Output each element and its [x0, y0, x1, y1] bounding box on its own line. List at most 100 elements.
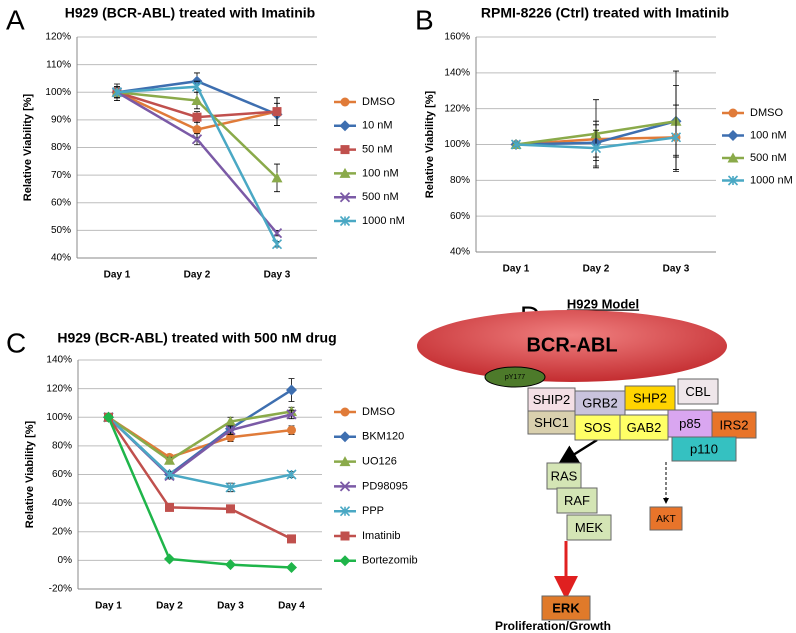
- x-tick-label: Day 2: [583, 264, 610, 275]
- node-box: [541, 595, 591, 621]
- x-tick-label: Day 2: [184, 270, 211, 281]
- node-box: [649, 506, 683, 531]
- node-box: [566, 514, 612, 541]
- legend-label: PPP: [362, 505, 384, 517]
- x-tick-label: Day 4: [278, 601, 305, 612]
- y-axis-label: Relative Viability [%]: [22, 93, 34, 201]
- marker: [226, 432, 235, 442]
- legend-label: 500 nM: [362, 191, 399, 203]
- marker: [164, 469, 175, 480]
- legend-label: 100 nM: [362, 167, 399, 179]
- node-label: SHC1: [534, 415, 569, 430]
- y-tick-label: 160%: [444, 32, 470, 43]
- y-tick-label: 60%: [52, 469, 72, 480]
- y-tick-label: 40%: [51, 253, 71, 264]
- node-box: [677, 378, 719, 405]
- marker: [192, 112, 202, 122]
- y-tick-label: 80%: [52, 441, 72, 452]
- y-tick-label: 80%: [51, 142, 71, 153]
- marker: [287, 425, 296, 435]
- legend-label: BKM120: [362, 431, 404, 443]
- marker: [590, 143, 602, 154]
- x-tick-label: Day 2: [156, 601, 183, 612]
- node-label: IRS2: [720, 417, 749, 432]
- y-tick-label: 0%: [58, 555, 73, 566]
- node-label: ERK: [552, 600, 580, 615]
- x-tick-label: Day 1: [95, 601, 122, 612]
- series-line: [107, 416, 292, 569]
- marker: [225, 416, 236, 427]
- x-tick-label: Day 1: [503, 264, 530, 275]
- legend-marker: [339, 215, 351, 227]
- node-label: AKT: [656, 514, 675, 525]
- legend-label: DMSO: [362, 406, 395, 418]
- diagram: D H929 Model Proliferation/Growth BCR-AB…: [417, 296, 757, 633]
- legend-marker: [339, 555, 351, 567]
- legend-marker: [339, 506, 351, 517]
- series-line: [107, 416, 293, 541]
- legend-marker: [340, 145, 350, 155]
- marker: [225, 559, 236, 571]
- node-shape: [417, 310, 727, 382]
- marker: [225, 424, 236, 436]
- legend-marker: [339, 431, 351, 443]
- node-box: [619, 414, 669, 441]
- node-label: p110: [690, 441, 718, 456]
- y-tick-label: 120%: [45, 32, 71, 43]
- legend-label: DMSO: [362, 96, 395, 108]
- chart-title: RPMI-8226 (Ctrl) treated with Imatinib: [481, 5, 729, 21]
- series-line: [107, 416, 292, 489]
- marker: [670, 132, 682, 143]
- chart: C H929 (BCR-ABL) treated with 500 nM drug…: [6, 327, 418, 611]
- node-label: CBL: [685, 384, 710, 399]
- marker: [191, 81, 203, 92]
- y-tick-label: 90%: [51, 115, 71, 126]
- panel-letter: C: [6, 327, 26, 358]
- marker: [226, 504, 235, 514]
- legend-label: 50 nM: [362, 144, 393, 156]
- caption: Proliferation/Growth: [495, 619, 611, 633]
- node-box: [546, 462, 582, 490]
- y-axis-label: Relative Viability [%]: [24, 420, 36, 528]
- node-box: [711, 411, 757, 439]
- y-tick-label: 40%: [450, 247, 470, 258]
- y-tick-label: 70%: [51, 170, 71, 181]
- series-line: [116, 85, 279, 245]
- node-label: pY177: [505, 374, 525, 381]
- marker: [165, 502, 174, 512]
- chart-title: H929 (BCR-ABL) treated with Imatinib: [65, 5, 315, 21]
- legend-label: 100 nM: [750, 129, 787, 141]
- arrow: [557, 438, 598, 465]
- legend-label: PD98095: [362, 480, 408, 492]
- legend-marker: [727, 152, 739, 163]
- legend-marker: [728, 108, 738, 118]
- node-box: [671, 436, 737, 462]
- marker: [271, 239, 283, 250]
- node-label: SHIP2: [533, 392, 571, 407]
- node-label: BCR-ABL: [526, 334, 617, 356]
- legend-label: 500 nM: [750, 152, 787, 164]
- marker: [164, 454, 175, 465]
- marker: [286, 562, 297, 574]
- node-label: p85: [679, 416, 701, 431]
- node-box: [574, 390, 626, 416]
- y-tick-label: 50%: [51, 225, 71, 236]
- y-axis-label: Relative Viability [%]: [424, 90, 436, 198]
- marker: [286, 409, 297, 420]
- y-tick-label: 120%: [444, 103, 470, 114]
- panel-letter: B: [415, 4, 434, 35]
- marker: [510, 139, 522, 150]
- marker: [287, 534, 296, 544]
- x-tick-label: Day 3: [217, 601, 244, 612]
- node-box: [574, 414, 621, 441]
- legend-label: 1000 nM: [750, 174, 793, 186]
- y-tick-label: 100%: [45, 87, 71, 98]
- marker: [191, 134, 203, 145]
- node-shape: [484, 366, 546, 388]
- marker: [103, 411, 114, 423]
- x-tick-label: Day 3: [264, 270, 291, 281]
- legend-marker: [339, 192, 351, 203]
- y-tick-label: 100%: [46, 412, 72, 423]
- marker: [225, 482, 236, 493]
- legend-marker: [340, 531, 350, 541]
